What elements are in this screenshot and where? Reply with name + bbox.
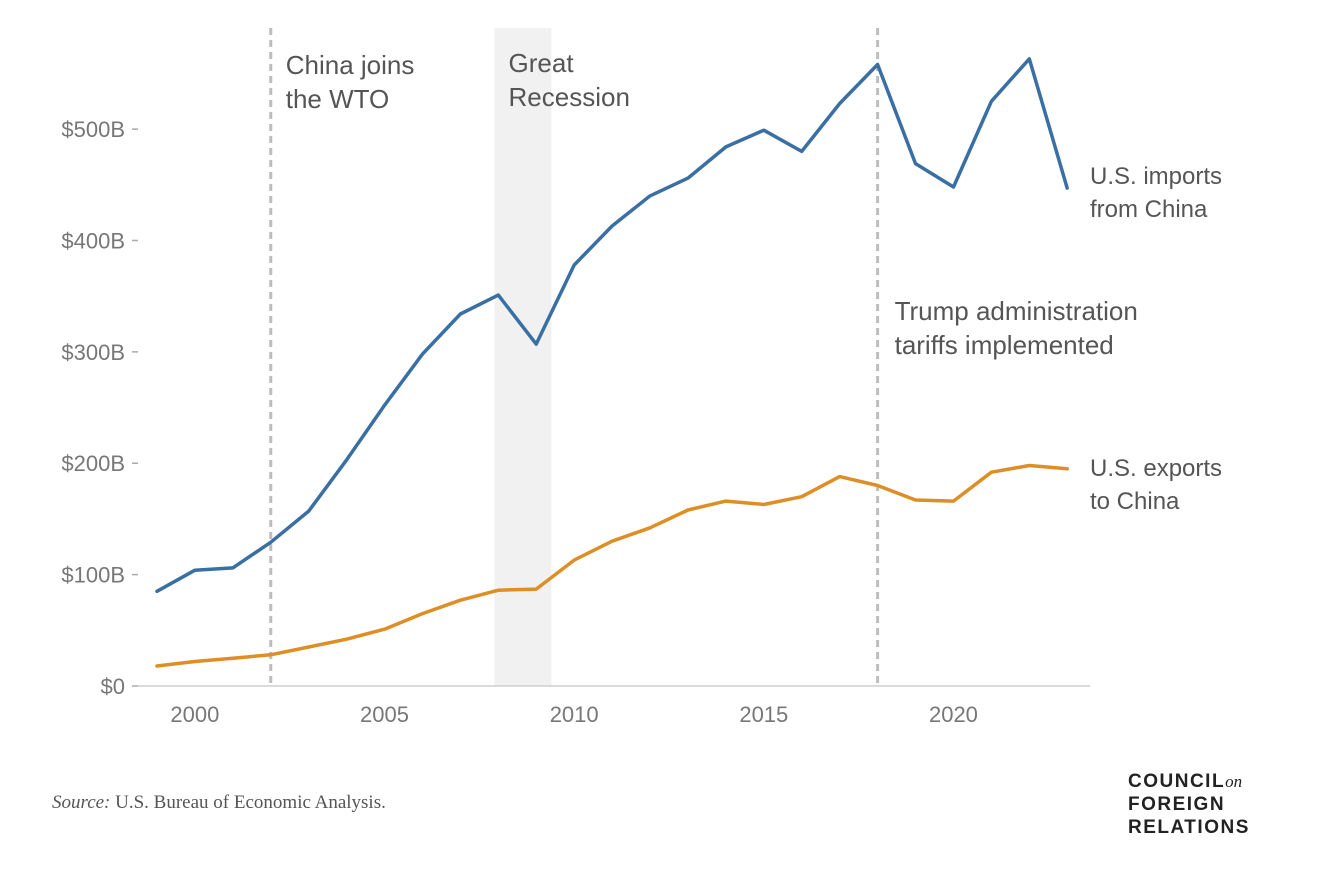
recession-band — [494, 28, 552, 686]
y-tick-label: $0 — [101, 674, 125, 699]
y-tick-label: $300B — [61, 340, 125, 365]
source-prefix: Source: — [52, 792, 111, 813]
source-note: Source: U.S. Bureau of Economic Analysis… — [52, 792, 386, 814]
imports-label: U.S. imports from China — [1090, 163, 1222, 223]
annotation-line: China joins — [286, 50, 415, 80]
annotation-label: Trump administration tariffs implemented — [895, 296, 1138, 360]
annotation-line: Recession — [509, 82, 630, 112]
logo-line3: RELATIONS — [1128, 817, 1250, 838]
x-tick-label: 2010 — [550, 702, 599, 727]
series-label-line: to China — [1090, 488, 1180, 515]
annotation-line: tariffs implemented — [895, 330, 1114, 360]
x-tick-label: 2005 — [360, 702, 409, 727]
exports-label: U.S. exports to China — [1090, 455, 1222, 515]
series-label-line: from China — [1090, 196, 1208, 223]
annotation-line: Great — [509, 48, 575, 78]
logo-line1: COUNCIL — [1128, 771, 1226, 792]
exports-line — [155, 463, 1069, 668]
logo-line2: FOREIGN — [1128, 794, 1226, 815]
cfr-logo: COUNCILon FOREIGN RELATIONS — [1128, 770, 1250, 839]
logo-on: on — [1225, 772, 1243, 791]
series-label-line: U.S. exports — [1090, 455, 1222, 482]
y-tick-label: $500B — [61, 117, 125, 142]
source-text: U.S. Bureau of Economic Analysis. — [110, 792, 386, 813]
y-tick-label: $400B — [61, 228, 125, 253]
annotation-line: Trump administration — [895, 296, 1138, 326]
y-tick-label: $200B — [61, 451, 125, 476]
annotation-line: the WTO — [286, 84, 390, 114]
imports-line — [155, 57, 1069, 594]
annotation-label: China joins the WTO — [286, 50, 415, 114]
annotation-label: Great Recession — [509, 48, 630, 112]
x-tick-label: 2020 — [929, 702, 978, 727]
x-tick-label: 2000 — [170, 702, 219, 727]
series-label-line: U.S. imports — [1090, 163, 1222, 190]
y-tick-label: $100B — [61, 563, 125, 588]
x-tick-label: 2015 — [739, 702, 788, 727]
